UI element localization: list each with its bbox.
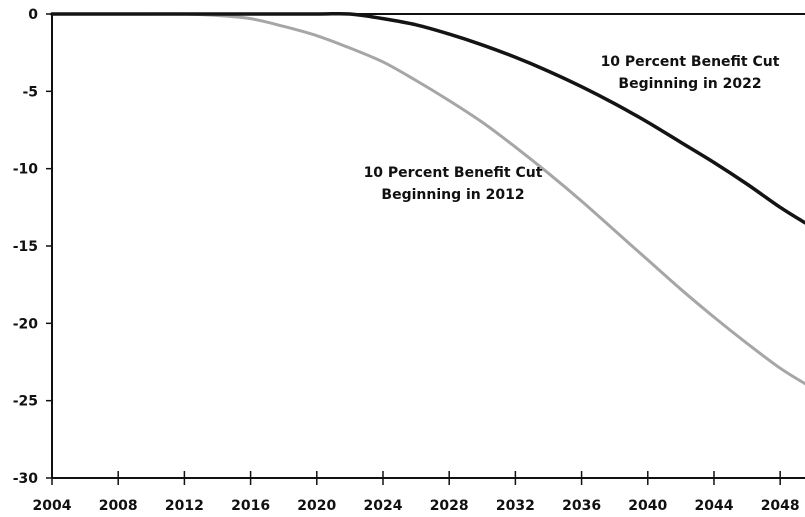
annotation-label: Beginning in 2022 [618, 76, 761, 92]
x-tick-label: 2012 [165, 498, 204, 514]
x-tick-label: 2048 [761, 498, 800, 514]
series-line-cut-2012 [50, 12, 805, 386]
series-line-cut-2022 [50, 11, 805, 225]
y-tick-label: -20 [13, 316, 39, 332]
x-tick-label: 2008 [99, 498, 138, 514]
y-tick-label: -5 [22, 84, 38, 100]
y-tick-label: -25 [13, 394, 38, 410]
x-tick-label: 2016 [231, 498, 270, 514]
x-tick-label: 2040 [628, 498, 667, 514]
y-tick-label: -15 [13, 239, 38, 255]
x-tick-label: 2032 [496, 498, 535, 514]
x-tick-label: 2004 [33, 498, 72, 514]
x-tick-label: 2044 [694, 498, 733, 514]
annotation-label: 10 Percent Benefit Cut [364, 165, 543, 181]
annotations: 10 Percent Benefit Cut Beginning in 2022 1… [364, 54, 780, 203]
x-tick-label: 2024 [364, 498, 403, 514]
annotation-label: 10 Percent Benefit Cut [601, 54, 780, 70]
y-tick-label: -30 [13, 471, 39, 487]
annotation-label: Beginning in 2012 [381, 187, 524, 203]
axes: 0 -5 -10 -15 -20 -25 -30 2004 2008 2012 2016 2020 20… [13, 7, 805, 514]
y-tick-label: -10 [13, 162, 39, 178]
series-lines [50, 11, 805, 386]
x-tick-label: 2028 [430, 498, 469, 514]
x-tick-label: 2020 [297, 498, 336, 514]
x-tick-label: 2036 [562, 498, 601, 514]
y-tick-label: 0 [28, 7, 38, 23]
